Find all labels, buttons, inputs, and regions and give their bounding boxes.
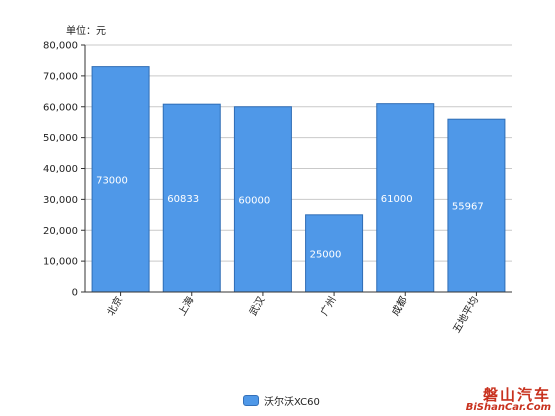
y-tick-label: 10,000 [43,257,78,268]
data-label: 73000 [96,175,128,186]
watermark-url: BiShanCar.Com [465,402,551,413]
watermark-chinese: 磐山汽车 [482,386,551,404]
x-tick-label: 武汉 [246,294,267,318]
bar [91,66,150,293]
data-label: 61000 [381,194,413,205]
legend-swatch [243,395,259,406]
y-tick-label: 30,000 [43,195,78,206]
y-tick-label: 70,000 [43,71,78,82]
data-label: 25000 [310,249,342,260]
y-tick-label: 40,000 [43,164,78,175]
y-tick-labels: 0 10,000 20,000 30,000 40,000 50,000 60,000 70,… [43,41,78,299]
x-tick-label: 北京 [104,294,125,318]
data-label: 60833 [167,194,199,205]
bar [376,103,435,293]
watermark-logo: 磐山汽车 BiShanCar.Com [466,388,551,413]
y-tick-label: 50,000 [43,133,78,144]
bars [91,66,506,293]
x-tick-label: 五地平均 [450,294,481,335]
x-tick-label: 成都 [389,295,409,318]
data-labels: 73000 60833 60000 25000 61000 55967 [96,175,484,260]
y-tick-label: 20,000 [43,226,78,237]
legend-label: 沃尔沃XC60 [264,397,320,408]
y-tick-label: 60,000 [43,102,78,113]
x-tick-label: 上海 [175,294,196,318]
bar [447,118,506,293]
bar [233,106,292,293]
bar [162,103,221,293]
bar [305,214,364,293]
legend[interactable]: 沃尔沃XC60 [243,393,320,408]
axes [81,44,512,296]
y-tick-label: 80,000 [43,41,78,52]
x-tick-labels: 北京 上海 武汉 广州 成都 五地平均 [104,294,481,335]
data-label: 60000 [238,195,270,206]
y-tick-label: 0 [72,288,78,299]
x-tick-label: 广州 [318,295,338,318]
unit-label: 单位：元 [66,26,106,37]
gridlines [85,44,512,262]
data-label: 55967 [452,202,484,213]
